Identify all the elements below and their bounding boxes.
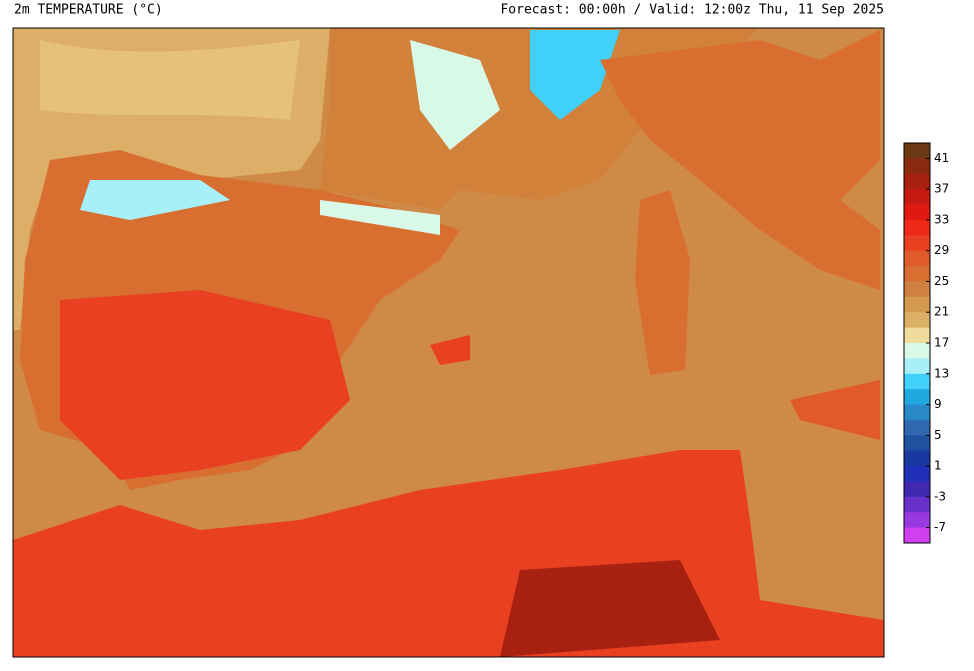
- sahara-hot: [500, 560, 720, 657]
- colorbar-label: -7: [934, 520, 946, 534]
- colorbar-label: 25: [934, 274, 949, 288]
- colorbar-segment: [904, 219, 930, 236]
- colorbar-segment: [904, 312, 930, 329]
- colorbar-label: 33: [934, 212, 949, 226]
- map: [12, 27, 885, 658]
- colorbar-segment: [904, 296, 930, 313]
- alps: [530, 30, 620, 120]
- colorbar-segment: [904, 173, 930, 190]
- iberia-south: [60, 290, 350, 480]
- colorbar-segment: [904, 327, 930, 344]
- colorbar-segment: [904, 496, 930, 513]
- colorbar-label: 1: [934, 459, 942, 473]
- map-title: 2m TEMPERATURE (°C): [14, 3, 163, 18]
- colorbar-segment: [904, 189, 930, 206]
- colorbar-label: 41: [934, 151, 949, 165]
- colorbar-label: 29: [934, 243, 949, 257]
- colorbar-segment: [904, 512, 930, 529]
- colorbar-segment: [904, 527, 930, 544]
- italy: [600, 30, 880, 290]
- pyrenees: [320, 200, 440, 235]
- colorbar-segment: [904, 419, 930, 436]
- atlantic-warm: [40, 40, 300, 120]
- colorbar-label: -3: [934, 489, 946, 503]
- colorbar-label: 9: [934, 397, 942, 411]
- colorbar-segment: [904, 204, 930, 221]
- mallorca: [430, 335, 470, 365]
- colorbar-segment: [904, 158, 930, 175]
- colorbar-label: 13: [934, 366, 949, 380]
- colorbar-segment: [904, 143, 930, 159]
- corsica-sardinia: [635, 190, 690, 375]
- colorbar-segment: [904, 281, 930, 298]
- alps-west: [410, 40, 500, 150]
- colorbar-segment: [904, 373, 930, 390]
- map-frame: [12, 27, 885, 658]
- colorbar-label: 21: [934, 305, 949, 319]
- colorbar-label: 17: [934, 336, 949, 350]
- colorbar-segment: [904, 466, 930, 482]
- colorbar-segment: [904, 450, 930, 467]
- forecast-text: Forecast: 00:00h / Valid: 12:00z Thu, 11…: [500, 3, 884, 18]
- colorbar-segment: [904, 358, 930, 375]
- colorbar-segment: [904, 235, 930, 252]
- cantabria: [80, 180, 230, 220]
- colorbar: 41 37 33 29 25 21 17 13 9 5 1 -3 -7: [903, 142, 949, 544]
- colorbar-segment: [904, 435, 930, 452]
- colorbar-segment: [904, 266, 930, 282]
- colorbar-segment: [904, 343, 930, 359]
- colorbar-label: 37: [934, 182, 949, 196]
- colorbar-segment: [904, 389, 930, 406]
- colorbar-label: 5: [934, 428, 942, 442]
- colorbar-segment: [904, 481, 930, 498]
- colorbar-segment: [904, 250, 930, 267]
- sicily: [790, 380, 880, 440]
- colorbar-segment: [904, 404, 930, 421]
